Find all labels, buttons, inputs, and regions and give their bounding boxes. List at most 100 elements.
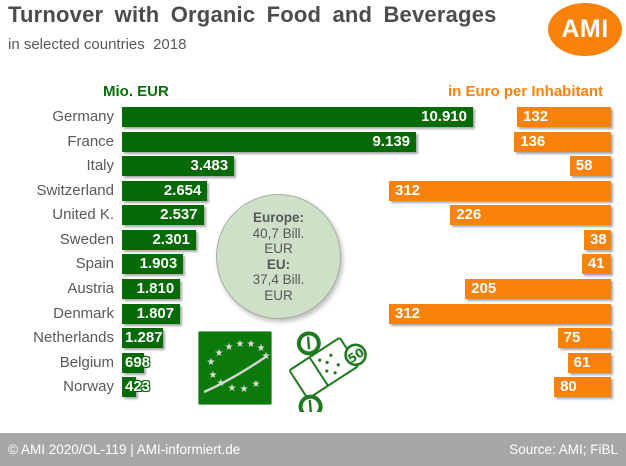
per-inhabitant-value-label: 136	[520, 132, 546, 150]
svg-text:★: ★	[240, 384, 249, 395]
turnover-value-label: 1.810	[136, 280, 175, 298]
page-subtitle: in selected countries 2018	[8, 36, 187, 53]
row-switzerland: Switzerland 2.654 312	[0, 179, 626, 204]
bar-turnover-mio-eur: 1.287	[122, 328, 164, 349]
bubble-line: 37,4 Bill.	[252, 272, 305, 287]
left-axis-label: Mio. EUR	[103, 83, 169, 100]
bubble-line: 40,7 Bill.	[252, 225, 305, 241]
country-label: France	[67, 132, 114, 150]
turnover-value-label: 10.910	[421, 108, 467, 125]
eu-organic-leaf-icon: ★ ★ ★ ★ ★ ★ ★ ★ ★ ★ ★ ★	[197, 330, 273, 406]
svg-text:★: ★	[252, 379, 261, 390]
turnover-value-label: 1.903	[139, 255, 178, 273]
turnover-value-label: 1.807	[136, 304, 175, 322]
ami-logo-text: AMI	[561, 15, 609, 43]
row-belgium: Belgium 698 61	[0, 351, 626, 376]
svg-text:★: ★	[225, 342, 234, 353]
country-label: Switzerland	[36, 181, 114, 199]
bubble-line: EUR	[264, 241, 293, 256]
per-inhabitant-value-label: 80	[560, 378, 577, 396]
bar-euro-per-inhabitant: 58	[569, 156, 611, 177]
bar-euro-per-inhabitant: 75	[557, 328, 611, 349]
bar-euro-per-inhabitant: 205	[465, 279, 611, 300]
per-inhabitant-value-label: 226	[456, 206, 482, 224]
bar-euro-per-inhabitant: 61	[567, 352, 611, 373]
turnover-value-label: 698	[125, 353, 151, 371]
bubble-line: EU:	[266, 256, 291, 272]
row-spain: Spain 1.903 41	[0, 252, 626, 277]
country-label: Netherlands	[33, 329, 114, 347]
bar-euro-per-inhabitant: 312	[389, 303, 611, 324]
row-france: France 9.139 136	[0, 130, 626, 155]
right-axis-label: in Euro per Inhabitant	[447, 83, 603, 100]
bar-turnover-mio-eur: 698	[122, 352, 150, 373]
per-inhabitant-value-label: 75	[563, 329, 581, 347]
bar-euro-per-inhabitant: 312	[389, 180, 611, 201]
row-netherlands: Netherlands 1.287 75	[0, 326, 626, 351]
bar-turnover-mio-eur: 2.537	[122, 205, 204, 226]
footer-bar: © AMI 2020/OL-119 | AMI-informiert.de So…	[0, 433, 626, 466]
country-label: Denmark	[53, 304, 114, 322]
country-label: Sweden	[59, 230, 114, 248]
bubble-line: Europe:	[252, 210, 304, 225]
page-title: Turnover with Organic Food and Beverages	[8, 2, 497, 27]
bar-turnover-mio-eur: 9.139	[122, 131, 417, 152]
bar-turnover-mio-eur: 1.810	[122, 279, 181, 300]
svg-text:★: ★	[209, 370, 218, 381]
turnover-value-label: 423	[125, 378, 151, 396]
bar-turnover-mio-eur: 10.910	[122, 107, 473, 127]
row-germany: Germany 10.910 132	[0, 105, 626, 130]
bar-turnover-mio-eur: 1.903	[122, 254, 184, 275]
bar-euro-per-inhabitant: 132	[517, 107, 611, 127]
footer-credit: © AMI 2020/OL-119 | AMI-informiert.de	[8, 442, 241, 457]
svg-text:★: ★	[217, 378, 226, 389]
bar-turnover-mio-eur: 1.807	[122, 303, 181, 324]
per-inhabitant-value-label: 312	[395, 181, 421, 199]
bar-euro-per-inhabitant: 41	[581, 254, 611, 275]
per-inhabitant-value-label: 132	[523, 108, 549, 125]
country-label: Norway	[63, 378, 114, 396]
bubble-line: EUR	[264, 287, 293, 303]
country-label: Germany	[52, 108, 114, 125]
bar-euro-per-inhabitant: 38	[583, 229, 611, 250]
turnover-value-label: 2.537	[160, 206, 198, 224]
per-inhabitant-value-label: 205	[471, 280, 497, 298]
eu-logo-reflection: ★★ ★★★	[198, 406, 272, 433]
per-inhabitant-value-label: 312	[395, 304, 421, 322]
turnover-value-label: 1.287	[125, 329, 163, 347]
svg-text:★: ★	[228, 383, 237, 394]
bar-turnover-mio-eur: 2.654	[122, 180, 208, 201]
ami-logo-icon: AMI	[548, 3, 622, 56]
europe-total-bubble: Europe: 40,7 Bill. EUR EU: 37,4 Bill. EU…	[216, 194, 341, 319]
shopping-cart-icon: 50	[278, 316, 374, 419]
turnover-value-label: 2.301	[152, 230, 191, 248]
svg-text:★: ★	[262, 351, 271, 362]
svg-text:★: ★	[215, 348, 224, 359]
per-inhabitant-value-label: 58	[575, 157, 593, 175]
country-label: Austria	[67, 280, 114, 298]
per-inhabitant-value-label: 61	[573, 353, 591, 371]
row-denmark: Denmark 1.807 312	[0, 302, 626, 327]
bar-chart: Germany 10.910 132 France 9.139 136 Italy 3.483…	[0, 105, 626, 401]
country-label: United K.	[52, 206, 114, 224]
bar-euro-per-inhabitant: 226	[450, 205, 611, 226]
bar-euro-per-inhabitant: 136	[514, 131, 611, 152]
svg-text:★: ★	[236, 339, 245, 350]
turnover-value-label: 2.654	[163, 181, 202, 199]
footer-source: Source: AMI; FiBL	[509, 442, 618, 457]
bar-turnover-mio-eur: 2.301	[122, 229, 197, 250]
svg-text:★: ★	[257, 343, 266, 354]
country-label: Spain	[75, 255, 114, 273]
row-austria: Austria 1.810 205	[0, 277, 626, 302]
per-inhabitant-value-label: 38	[589, 230, 607, 248]
svg-text:★: ★	[207, 357, 216, 368]
turnover-value-label: 3.483	[190, 157, 229, 175]
country-label: Italy	[86, 157, 114, 175]
svg-text:★: ★	[247, 339, 256, 350]
bar-euro-per-inhabitant: 80	[554, 377, 611, 398]
row-italy: Italy 3.483 58	[0, 154, 626, 179]
row-united-k-: United K. 2.537 226	[0, 203, 626, 228]
row-sweden: Sweden 2.301 38	[0, 228, 626, 253]
country-label: Belgium	[59, 353, 114, 371]
